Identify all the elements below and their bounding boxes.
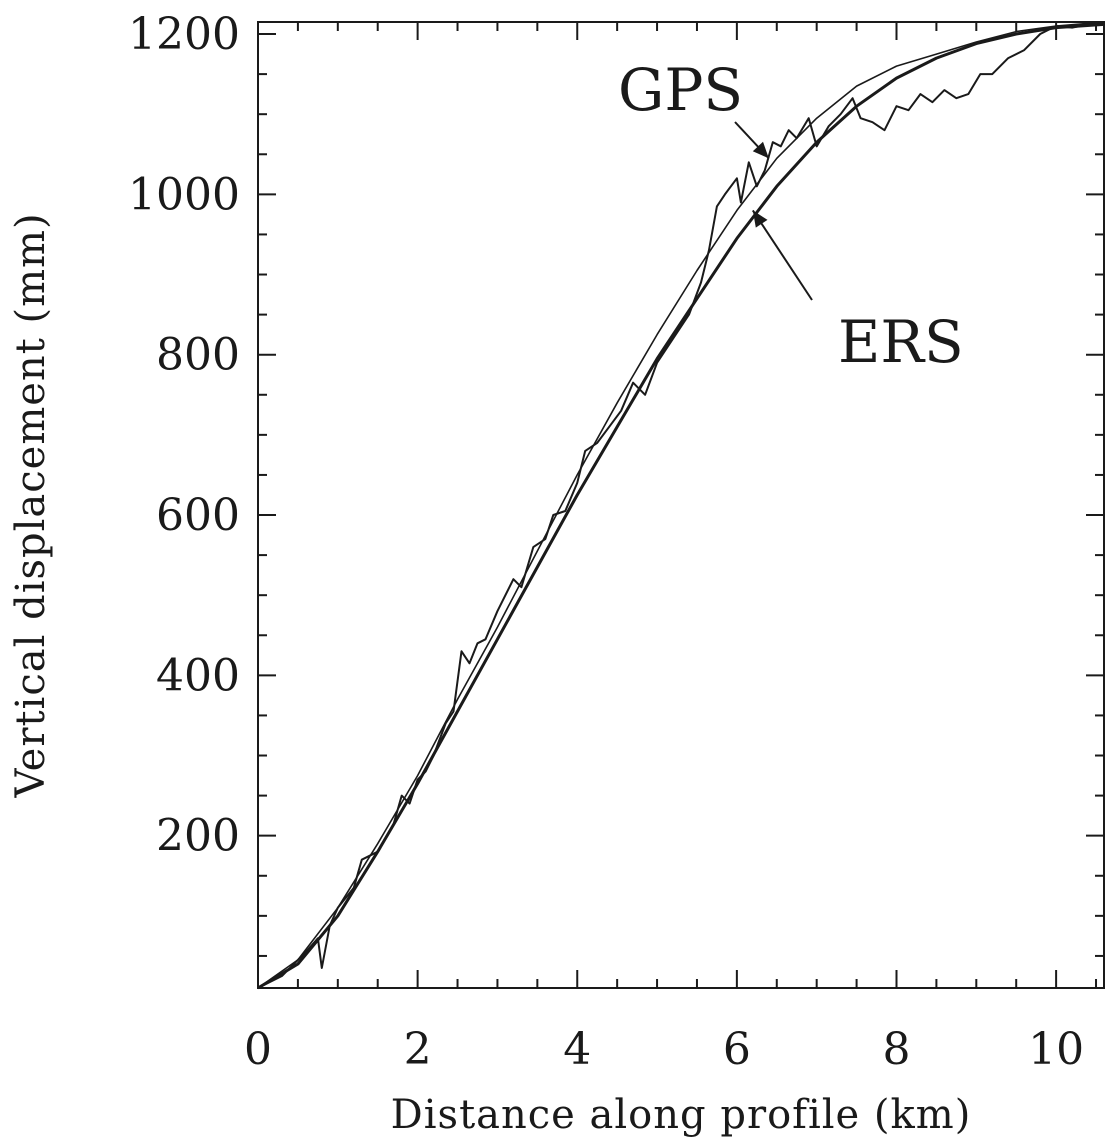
x-tick-label: 2	[404, 1024, 432, 1075]
y-tick-label: 1200	[128, 9, 240, 60]
series-line-ers	[257, 22, 1105, 990]
x-axis-title: Distance along profile (km)	[391, 1092, 972, 1138]
annotations: GPS ERS	[618, 56, 964, 376]
x-tick-label: 0	[244, 1024, 272, 1075]
y-tick-label: 800	[156, 330, 240, 381]
y-tick-label: 1000	[128, 169, 240, 220]
x-tick-label: 8	[882, 1024, 910, 1075]
x-tick-label: 4	[563, 1024, 591, 1075]
series-layer	[257, 21, 1105, 990]
ers-arrow	[751, 209, 813, 301]
y-axis-title: Vertical displacement (mm)	[8, 212, 54, 798]
series-line-fit	[257, 21, 1105, 989]
annotation-ers: ERS	[838, 308, 964, 376]
series-line-gps	[257, 21, 1105, 989]
y-tick-label: 600	[156, 490, 240, 541]
x-tick-label: 6	[723, 1024, 751, 1075]
axis-ticks	[257, 22, 1104, 988]
annotation-gps: GPS	[618, 56, 743, 124]
ers-arrow-head	[752, 210, 768, 228]
x-tick-label: 10	[1028, 1024, 1084, 1075]
gps-arrow-head	[752, 141, 769, 159]
plot-frame	[257, 21, 1105, 989]
tick-labels: 0 2 4 6 8 10 200 400 600 800 1000 1200	[128, 9, 1084, 1075]
y-tick-label: 400	[156, 650, 240, 701]
y-tick-label: 200	[156, 811, 240, 862]
